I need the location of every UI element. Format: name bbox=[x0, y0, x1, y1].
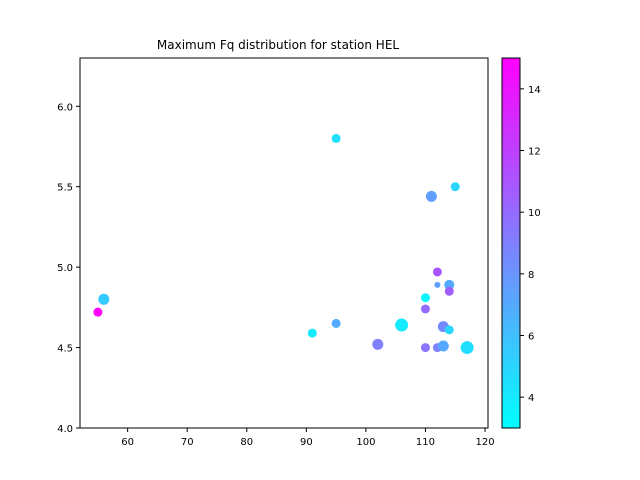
y-axis-ticks: 4.0 4.5 5.0 5.5 6.0 bbox=[57, 102, 80, 435]
colorbar-tick-label: 8 bbox=[528, 270, 534, 281]
scatter-point bbox=[307, 328, 317, 338]
scatter-point bbox=[420, 304, 430, 314]
scatter-point bbox=[425, 190, 437, 202]
scatter-point bbox=[331, 133, 341, 143]
scatter-point bbox=[444, 279, 455, 290]
scatter-point bbox=[395, 318, 409, 332]
y-tick-label: 5.5 bbox=[57, 183, 73, 194]
scatter-point bbox=[93, 307, 103, 317]
x-tick-label: 90 bbox=[300, 437, 313, 448]
x-tick-label: 60 bbox=[121, 437, 134, 448]
y-tick-label: 5.0 bbox=[57, 263, 73, 274]
x-tick-label: 100 bbox=[356, 437, 375, 448]
scatter-point bbox=[98, 293, 110, 305]
colorbar: 4 6 8 10 12 14 bbox=[501, 57, 541, 429]
colorbar-tick-label: 10 bbox=[528, 208, 541, 219]
colorbar-tick-label: 12 bbox=[528, 147, 541, 158]
chart-title: Maximum Fq distribution for station HEL bbox=[157, 38, 400, 52]
plot-area: 60 70 80 90 100 110 120 4.0 4.5 5.0 5.5 6.0 bbox=[57, 57, 495, 448]
scatter-point bbox=[331, 318, 341, 328]
scatter-point bbox=[444, 325, 454, 335]
x-tick-label: 120 bbox=[475, 437, 494, 448]
x-tick-label: 110 bbox=[416, 437, 435, 448]
x-tick-label: 70 bbox=[181, 437, 194, 448]
colorbar-tick-label: 6 bbox=[528, 332, 534, 343]
y-tick-label: 6.0 bbox=[57, 102, 73, 113]
scatter-point bbox=[437, 340, 449, 352]
x-tick-label: 80 bbox=[240, 437, 253, 448]
plot-frame bbox=[79, 57, 489, 429]
scatter-point bbox=[460, 341, 474, 355]
x-axis-ticks: 60 70 80 90 100 110 120 bbox=[121, 428, 495, 448]
scatter-point bbox=[450, 182, 460, 192]
scatter-point bbox=[434, 281, 441, 288]
colorbar-tick-label: 14 bbox=[528, 85, 541, 96]
scatter-point bbox=[444, 286, 454, 296]
scatter-point bbox=[372, 338, 384, 350]
colorbar-tick-label: 4 bbox=[528, 393, 534, 404]
scatter-point bbox=[420, 293, 430, 303]
scatter-point bbox=[432, 267, 442, 277]
colorbar-gradient bbox=[501, 57, 521, 429]
scatter-point bbox=[420, 343, 430, 353]
y-tick-label: 4.5 bbox=[57, 344, 73, 355]
y-tick-label: 4.0 bbox=[57, 424, 73, 435]
colorbar-ticks: 4 6 8 10 12 14 bbox=[520, 85, 541, 404]
scatter-points bbox=[93, 133, 474, 355]
